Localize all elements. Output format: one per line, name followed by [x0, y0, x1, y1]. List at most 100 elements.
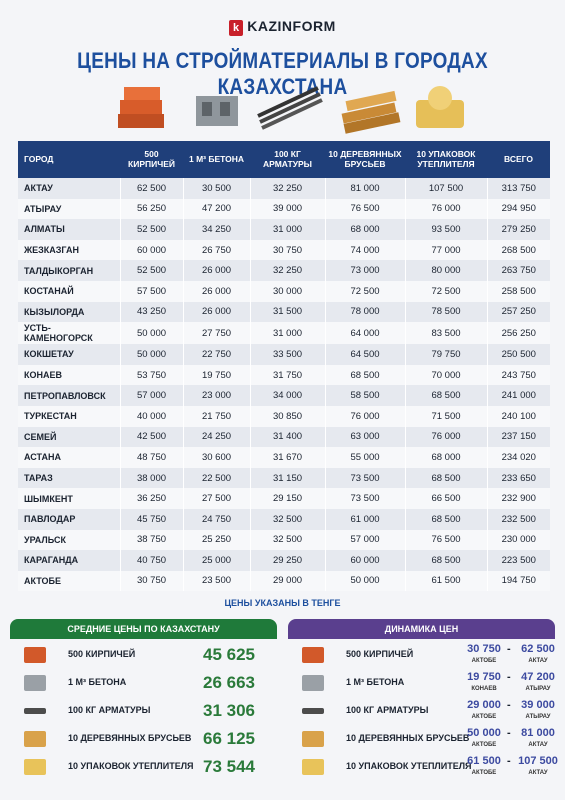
price-cell: 64 000 [324, 322, 405, 345]
table-row: ПАВЛОДАР 45 750 24 750 32 500 61 000 68 500 23… [18, 508, 550, 530]
price-cell: 50 000 [119, 322, 183, 345]
price-cell: 19 750 [182, 364, 250, 386]
price-cell: 70 000 [404, 364, 487, 386]
material-label: 10 ДЕРЕВЯННЫХ БРУСЬЕВ [68, 733, 192, 743]
price-cell: 39 000 [249, 198, 325, 220]
price-cell: 31 000 [249, 322, 325, 345]
material-label: 100 КГ АРМАТУРЫ [68, 705, 151, 715]
max-value: 107 500 [518, 755, 558, 767]
logo-text: KAZINFORM [247, 18, 336, 34]
min-value: 50 000 [467, 727, 501, 739]
table-row: ШЫМКЕНТ 36 250 27 500 29 150 73 500 66 500 232… [18, 488, 550, 509]
city-cell: АЛМАТЫ [18, 219, 120, 240]
city-cell: АТЫРАУ [18, 198, 120, 220]
insulation-icon [416, 86, 464, 128]
dash: - [507, 755, 511, 767]
column-header: 100 КГ АРМАТУРЫ [250, 141, 325, 178]
price-cell: 78 500 [404, 301, 487, 323]
price-cell: 71 500 [404, 405, 487, 427]
price-cell: 80 000 [404, 260, 487, 281]
average-row: 100 КГ АРМАТУРЫ 31 306 [10, 697, 277, 725]
min-block: 29 000 АКТОБЕ [460, 699, 508, 723]
min-city: АКТОБЕ [471, 770, 497, 776]
dash: - [507, 671, 511, 683]
max-city: АКТАУ [528, 658, 548, 664]
material-icon [24, 759, 46, 775]
price-cell: 58 500 [324, 385, 405, 406]
price-cell: 268 500 [486, 239, 550, 261]
max-block: 81 000 АКТАУ [514, 727, 562, 751]
dash: - [507, 727, 511, 739]
price-cell: 26 000 [182, 301, 250, 323]
min-city: АКТОБЕ [471, 658, 497, 664]
price-cell: 55 000 [324, 447, 405, 468]
price-cell: 72 500 [404, 280, 487, 302]
price-cell: 68 500 [404, 467, 487, 489]
price-cell: 93 500 [404, 219, 487, 240]
max-city: АКТАУ [528, 742, 548, 748]
dash: - [507, 699, 511, 711]
price-cell: 66 500 [404, 488, 487, 509]
average-row: 500 КИРПИЧЕЙ 45 625 [10, 641, 277, 669]
price-cell: 62 500 [119, 178, 183, 199]
dynamics-row: 10 ДЕРЕВЯННЫХ БРУСЬЕВ 50 000 АКТОБЕ -81 000… [288, 725, 555, 753]
min-block: 30 750 АКТОБЕ [460, 643, 508, 667]
price-cell: 107 500 [404, 178, 487, 199]
price-cell: 237 150 [486, 426, 550, 448]
min-value: 61 500 [467, 755, 501, 767]
price-cell: 233 650 [486, 467, 550, 489]
city-cell: АСТАНА [18, 447, 120, 468]
table-row: ЖЕЗКАЗГАН 60 000 26 750 30 750 74 000 77 000 2… [18, 239, 550, 261]
price-cell: 83 500 [404, 322, 487, 345]
min-value: 19 750 [467, 671, 501, 683]
min-city: АКТОБЕ [471, 714, 497, 720]
price-cell: 26 000 [182, 280, 250, 302]
table-row: АТЫРАУ 56 250 47 200 39 000 76 500 76 000 294 … [18, 198, 550, 220]
price-cell: 21 750 [182, 405, 250, 427]
material-icon [302, 759, 324, 775]
material-label: 10 УПАКОВОК УТЕПЛИТЕЛЯ [346, 761, 472, 771]
price-cell: 57 000 [119, 385, 183, 406]
table-row: УСТЬ-КАМЕНОГОРСК 50 000 27 750 31 000 64 000… [18, 322, 550, 345]
price-cell: 34 250 [182, 219, 250, 240]
price-cell: 234 020 [486, 447, 550, 468]
price-cell: 50 000 [119, 344, 183, 365]
city-cell: КОНАЕВ [18, 364, 120, 386]
price-cell: 31 000 [249, 219, 325, 240]
max-block: 39 000 АТЫРАУ [514, 699, 562, 723]
min-block: 61 500 АКТОБЕ [460, 755, 508, 779]
price-cell: 61 500 [404, 570, 487, 592]
min-city: АКТОБЕ [471, 742, 497, 748]
average-value: 73 544 [203, 757, 255, 776]
min-block: 50 000 АКТОБЕ [460, 727, 508, 751]
dynamics-row: 500 КИРПИЧЕЙ 30 750 АКТОБЕ -62 500 АКТАУ [288, 641, 555, 669]
averages-panel: СРЕДНИЕ ЦЕНЫ ПО КАЗАХСТАНУ 500 КИРПИЧЕЙ 4… [10, 619, 277, 795]
price-cell: 72 500 [324, 280, 405, 302]
city-cell: КОКШЕТАУ [18, 344, 120, 365]
price-cell: 30 750 [249, 239, 325, 261]
average-row: 10 УПАКОВОК УТЕПЛИТЕЛЯ 73 544 [10, 753, 277, 781]
price-cell: 68 000 [324, 219, 405, 240]
panel-title: ДИНАМИКА ЦЕН [288, 619, 555, 639]
price-cell: 74 000 [324, 239, 405, 261]
price-cell: 53 750 [119, 364, 183, 386]
price-cell: 263 750 [486, 260, 550, 281]
price-cell: 45 750 [119, 508, 183, 530]
price-cell: 29 250 [249, 550, 325, 571]
dynamics-row: 1 М³ БЕТОНА 19 750 КОНАЕВ -47 200 АТЫРАУ [288, 669, 555, 697]
table-row: АКТОБЕ 30 750 23 500 29 000 50 000 61 500 194 … [18, 570, 550, 592]
table-row: СЕМЕЙ 42 500 24 250 31 400 63 000 76 000 237 1… [18, 426, 550, 448]
price-cell: 57 000 [324, 529, 405, 551]
city-cell: КЫЗЫЛОРДА [18, 301, 120, 323]
material-icon [302, 708, 324, 714]
material-icon [24, 647, 46, 663]
price-cell: 294 950 [486, 198, 550, 220]
min-city: КОНАЕВ [471, 686, 497, 692]
table-row: КОНАЕВ 53 750 19 750 31 750 68 500 70 000 243 … [18, 364, 550, 386]
price-cell: 31 400 [249, 426, 325, 448]
note: ЦЕНЫ УКАЗАНЫ В ТЕНГЕ [224, 598, 341, 608]
city-cell: АКТОБЕ [18, 570, 120, 592]
table-row: ПЕТРОПАВЛОВСК 57 000 23 000 34 000 58 500 68 … [18, 385, 550, 406]
price-cell: 57 500 [119, 280, 183, 302]
